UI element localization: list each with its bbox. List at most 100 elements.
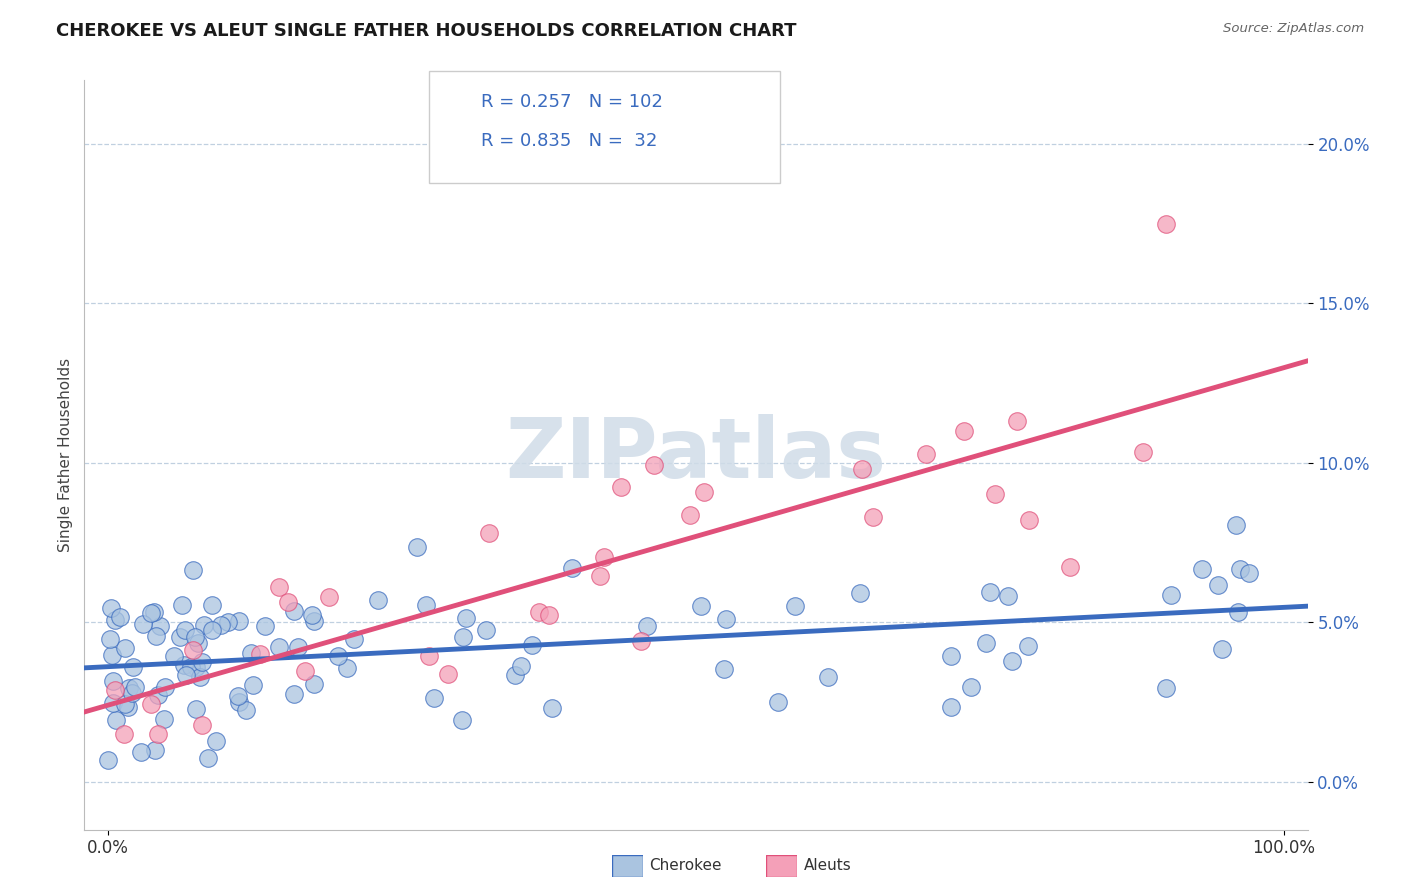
Point (114, 697, 136, 711)
Point (163, 648, 186, 663)
Text: Source: ZipAtlas.com: Source: ZipAtlas.com (1223, 22, 1364, 36)
Point (520, 638, 543, 652)
Point (302, 614, 325, 628)
Point (1001, 654, 1024, 668)
Point (979, 585, 1001, 599)
Point (478, 525, 501, 540)
Point (132, 616, 155, 631)
Point (184, 630, 207, 644)
Point (343, 632, 366, 647)
Point (201, 623, 224, 637)
Point (418, 648, 440, 663)
Point (145, 629, 167, 643)
Point (1237, 566, 1260, 580)
Point (97, 754, 120, 768)
Point (139, 697, 162, 711)
Point (336, 661, 359, 675)
Point (589, 569, 612, 583)
Point (1206, 577, 1229, 591)
Point (101, 648, 124, 662)
Point (592, 549, 614, 564)
Point (848, 585, 870, 599)
Point (503, 668, 526, 682)
Point (143, 743, 166, 757)
Point (766, 695, 789, 709)
Point (689, 599, 711, 613)
Point (201, 598, 224, 612)
Point (1132, 445, 1154, 459)
Point (1156, 681, 1178, 695)
Point (110, 610, 132, 624)
Point (862, 509, 884, 524)
Point (436, 666, 458, 681)
Point (170, 598, 193, 612)
Point (610, 480, 633, 494)
Point (174, 667, 197, 681)
Point (283, 687, 305, 701)
Point (104, 613, 127, 627)
Point (783, 599, 806, 614)
Point (117, 699, 139, 714)
Point (406, 541, 429, 555)
Point (561, 561, 583, 575)
Point (186, 660, 208, 674)
Point (415, 599, 437, 613)
Point (453, 630, 475, 644)
Point (101, 673, 124, 688)
Point (217, 615, 239, 629)
Point (118, 681, 141, 696)
Point (367, 593, 389, 607)
Point (228, 695, 250, 709)
Point (267, 640, 290, 654)
Point (173, 657, 195, 672)
Point (451, 713, 474, 727)
Point (423, 690, 446, 705)
Point (173, 623, 195, 637)
Point (112, 727, 135, 741)
Point (98, 632, 121, 647)
Point (540, 701, 562, 715)
Point (1005, 414, 1028, 428)
Point (974, 636, 997, 650)
Point (716, 612, 738, 626)
Point (149, 619, 172, 633)
Point (817, 670, 839, 684)
Point (124, 680, 146, 694)
Point (204, 734, 226, 748)
Point (326, 648, 349, 663)
Point (997, 589, 1019, 603)
Point (630, 634, 652, 648)
Point (153, 712, 176, 726)
Point (142, 605, 165, 619)
Text: Cherokee: Cherokee (650, 858, 723, 872)
Point (114, 640, 136, 655)
Point (148, 727, 170, 741)
Point (318, 591, 340, 605)
Point (155, 680, 177, 694)
Point (188, 670, 211, 684)
Point (693, 484, 716, 499)
Text: R = 0.257   N = 102: R = 0.257 N = 102 (481, 93, 662, 111)
Point (181, 643, 204, 657)
Point (454, 611, 477, 625)
Point (939, 648, 962, 663)
Point (148, 688, 170, 702)
Point (287, 640, 309, 654)
Point (643, 458, 665, 472)
Point (1059, 560, 1081, 574)
Point (190, 655, 212, 669)
Point (302, 677, 325, 691)
Point (510, 659, 533, 673)
Point (239, 646, 262, 660)
Point (104, 683, 127, 698)
Point (301, 608, 323, 623)
Point (228, 689, 250, 703)
Point (1227, 605, 1250, 619)
Point (713, 662, 735, 676)
Point (129, 745, 152, 759)
Point (242, 677, 264, 691)
Point (190, 718, 212, 732)
Point (941, 700, 963, 714)
Point (181, 563, 204, 577)
Point (121, 686, 143, 700)
